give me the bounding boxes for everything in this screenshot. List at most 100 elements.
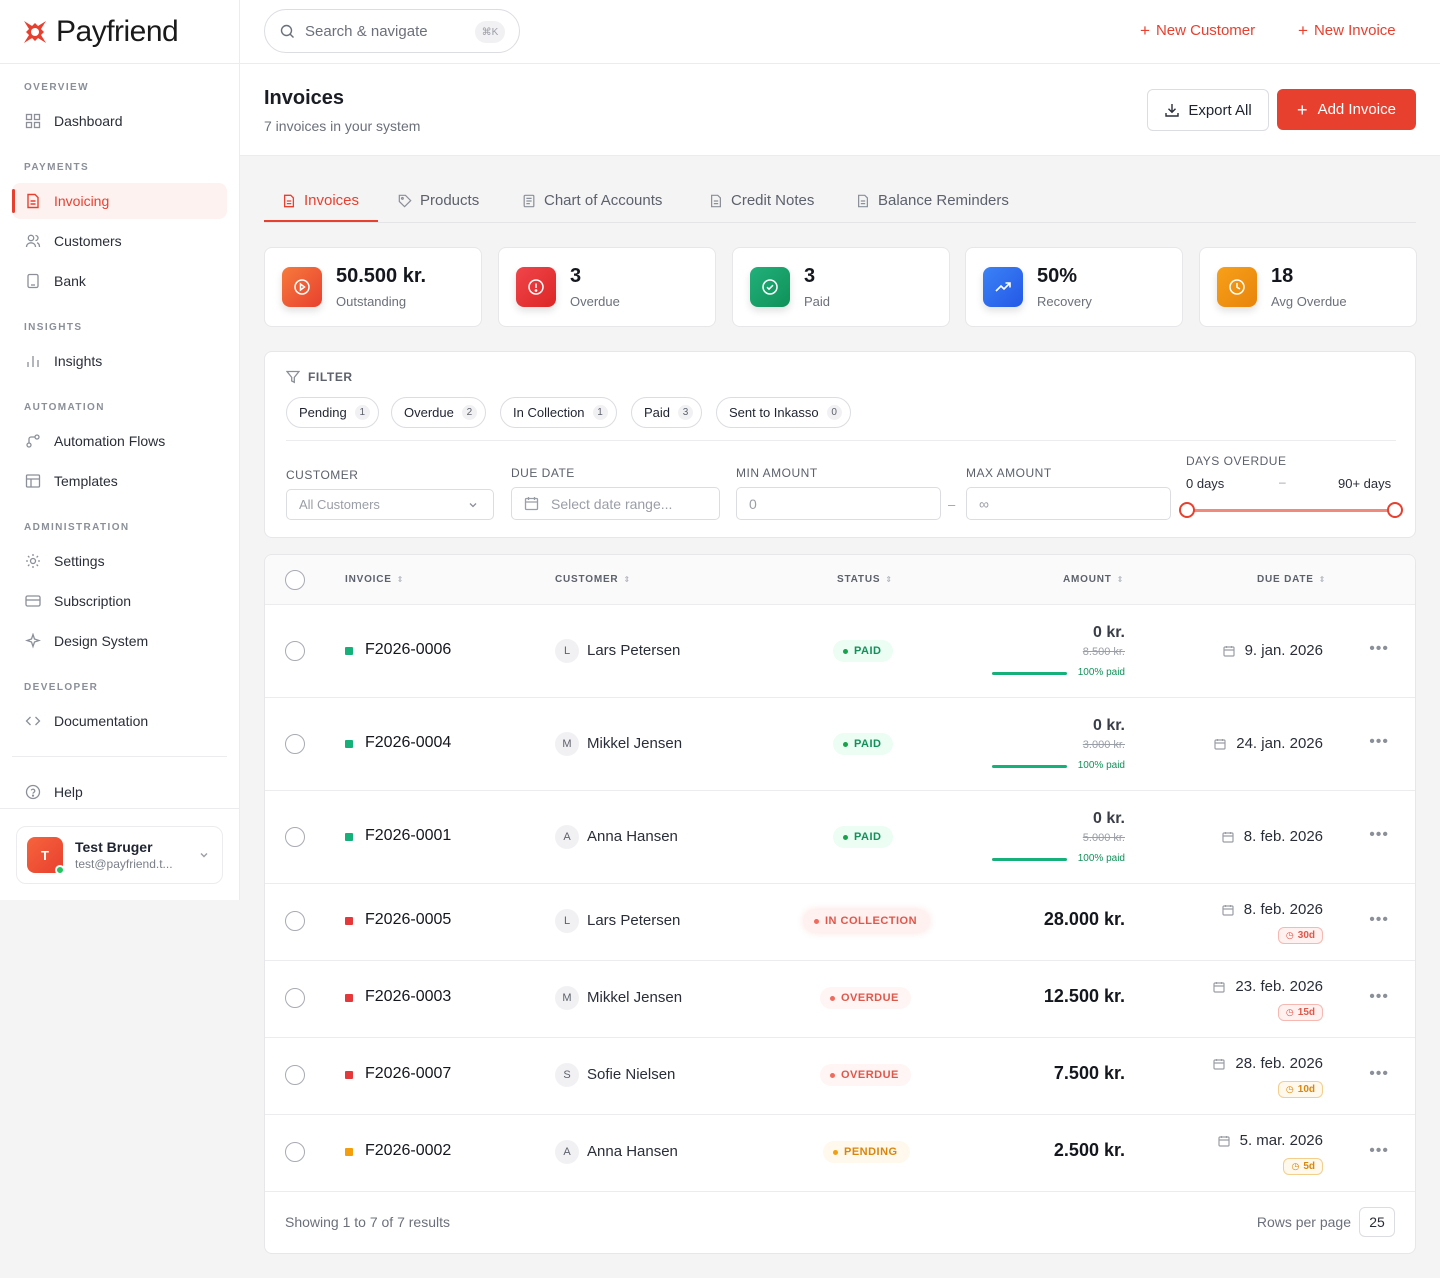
chip-count: 3 bbox=[678, 405, 694, 420]
max-amount-placeholder: ∞ bbox=[979, 495, 989, 512]
invoice-number[interactable]: F2026-0006 bbox=[365, 641, 452, 658]
filter-chip-in-collection[interactable]: In Collection 1 bbox=[500, 397, 617, 428]
page-header: Invoices 7 invoices in your system Expor… bbox=[240, 64, 1440, 156]
invoice-number[interactable]: F2026-0004 bbox=[365, 734, 452, 751]
customer-name[interactable]: Lars Petersen bbox=[587, 912, 681, 929]
rows-per-page-select[interactable]: 25 bbox=[1359, 1207, 1395, 1237]
customer-name[interactable]: Mikkel Jensen bbox=[587, 989, 683, 1006]
table-row[interactable]: F2026-0007 S Sofie Nielsen OVERDUE 7.500… bbox=[265, 1038, 1415, 1115]
row-actions-menu-icon[interactable]: ••• bbox=[1369, 826, 1389, 843]
table-row[interactable]: F2026-0006 L Lars Petersen PAID 0 kr. 8.… bbox=[265, 605, 1415, 698]
add-invoice-button[interactable]: + Add Invoice bbox=[1277, 89, 1416, 130]
row-checkbox[interactable] bbox=[285, 827, 305, 847]
tab-products[interactable]: Products bbox=[398, 192, 479, 209]
customer-name[interactable]: Anna Hansen bbox=[587, 1143, 678, 1160]
column-header-due-date[interactable]: DUE DATE ⇕ bbox=[1257, 574, 1326, 585]
max-amount-input[interactable]: ∞ bbox=[966, 487, 1171, 520]
days-overdue-max-handle[interactable] bbox=[1387, 502, 1403, 518]
new-customer-button[interactable]: + New Customer bbox=[1140, 22, 1255, 39]
sidebar-item-label: Invoicing bbox=[54, 193, 110, 209]
due-date-range-input[interactable]: Select date range... bbox=[511, 487, 720, 520]
file-icon bbox=[282, 194, 296, 208]
due-date-value: 5. mar. 2026 bbox=[1239, 1132, 1323, 1149]
row-actions-menu-icon[interactable]: ••• bbox=[1369, 911, 1389, 928]
invoice-number[interactable]: F2026-0001 bbox=[365, 827, 452, 844]
new-invoice-button[interactable]: + New Invoice bbox=[1298, 22, 1396, 39]
topbar: Search & navigate ⌘K + New Customer + Ne… bbox=[240, 0, 1440, 64]
row-checkbox[interactable] bbox=[285, 1142, 305, 1162]
column-header-customer[interactable]: CUSTOMER ⇕ bbox=[555, 574, 631, 585]
row-checkbox[interactable] bbox=[285, 734, 305, 754]
row-actions-menu-icon[interactable]: ••• bbox=[1369, 1065, 1389, 1082]
plus-icon: + bbox=[1140, 21, 1150, 40]
days-overdue-min-handle[interactable] bbox=[1179, 502, 1195, 518]
tab-credit-notes[interactable]: Credit Notes bbox=[709, 192, 814, 209]
days-overdue-slider-track[interactable] bbox=[1187, 509, 1396, 512]
tab-invoices[interactable]: Invoices bbox=[282, 192, 359, 209]
sidebar-item-settings[interactable]: Settings bbox=[12, 543, 227, 579]
logo[interactable]: Payfriend bbox=[0, 0, 239, 64]
tab-balance-reminders[interactable]: Balance Reminders bbox=[856, 192, 1009, 209]
avatar: T bbox=[27, 837, 65, 875]
table-row[interactable]: F2026-0005 L Lars Petersen IN COLLECTION… bbox=[265, 884, 1415, 961]
export-all-button[interactable]: Export All bbox=[1147, 89, 1269, 131]
invoice-number[interactable]: F2026-0007 bbox=[365, 1065, 452, 1082]
sidebar-item-dashboard[interactable]: Dashboard bbox=[12, 103, 227, 139]
user-menu[interactable]: T Test Bruger test@payfriend.t... bbox=[16, 826, 223, 884]
amount-outstanding: 12.500 kr. bbox=[1043, 986, 1125, 1006]
sidebar-item-insights[interactable]: Insights bbox=[12, 343, 227, 379]
customer-name[interactable]: Anna Hansen bbox=[587, 828, 678, 845]
filter-chip-pending[interactable]: Pending 1 bbox=[286, 397, 379, 428]
invoice-number[interactable]: F2026-0003 bbox=[365, 988, 452, 1005]
column-header-status[interactable]: STATUS ⇕ bbox=[837, 574, 893, 585]
sidebar-item-subscription[interactable]: Subscription bbox=[12, 583, 227, 619]
customer-select[interactable]: All Customers bbox=[286, 489, 494, 520]
search-icon bbox=[280, 24, 295, 39]
column-header-amount[interactable]: AMOUNT ⇕ bbox=[1063, 574, 1124, 585]
sidebar-item-automation-flows[interactable]: Automation Flows bbox=[12, 423, 227, 459]
sidebar-item-invoicing[interactable]: Invoicing bbox=[12, 183, 227, 219]
sidebar-item-bank[interactable]: Bank bbox=[12, 263, 227, 299]
customer-name[interactable]: Mikkel Jensen bbox=[587, 735, 683, 752]
table-row[interactable]: F2026-0001 A Anna Hansen PAID 0 kr. 5.00… bbox=[265, 791, 1415, 884]
row-actions-menu-icon[interactable]: ••• bbox=[1369, 733, 1389, 750]
pagination-summary: Showing 1 to 7 of 7 results bbox=[285, 1214, 450, 1230]
row-actions-menu-icon[interactable]: ••• bbox=[1369, 1142, 1389, 1159]
row-checkbox[interactable] bbox=[285, 1065, 305, 1085]
sidebar-item-templates[interactable]: Templates bbox=[12, 463, 227, 499]
filter-chip-sent-to-inkasso[interactable]: Sent to Inkasso 0 bbox=[716, 397, 851, 428]
row-actions-menu-icon[interactable]: ••• bbox=[1369, 988, 1389, 1005]
min-amount-input[interactable]: 0 bbox=[736, 487, 941, 520]
paid-percentage: 100% paid bbox=[1077, 853, 1125, 864]
clock-icon: ◷ bbox=[1285, 1007, 1294, 1017]
customer-name[interactable]: Lars Petersen bbox=[587, 642, 681, 659]
select-all-checkbox[interactable] bbox=[285, 570, 305, 590]
column-label: DUE DATE bbox=[1257, 574, 1314, 585]
paid-percentage: 100% paid bbox=[1077, 667, 1125, 678]
sidebar-item-documentation[interactable]: Documentation bbox=[12, 703, 227, 739]
sidebar-item-design-system[interactable]: Design System bbox=[12, 623, 227, 659]
due-date: 23. feb. 2026 bbox=[1213, 978, 1323, 995]
sidebar-item-help[interactable]: Help bbox=[12, 774, 227, 810]
table-row[interactable]: F2026-0002 A Anna Hansen PENDING 2.500 k… bbox=[265, 1115, 1415, 1192]
table-row[interactable]: F2026-0003 M Mikkel Jensen OVERDUE 12.50… bbox=[265, 961, 1415, 1038]
filter-chip-paid[interactable]: Paid 3 bbox=[631, 397, 703, 428]
chevron-down-icon bbox=[467, 499, 479, 511]
row-actions-menu-icon[interactable]: ••• bbox=[1369, 640, 1389, 657]
tab-chart-of-accounts[interactable]: Chart of Accounts bbox=[522, 192, 662, 209]
filter-chip-overdue[interactable]: Overdue 2 bbox=[391, 397, 486, 428]
invoice-number[interactable]: F2026-0002 bbox=[365, 1142, 452, 1159]
amount-original: 3.000 kr. bbox=[1082, 739, 1125, 751]
row-checkbox[interactable] bbox=[285, 641, 305, 661]
sidebar-item-customers[interactable]: Customers bbox=[12, 223, 227, 259]
row-checkbox[interactable] bbox=[285, 911, 305, 931]
due-date: 9. jan. 2026 bbox=[1222, 642, 1323, 659]
customer-name[interactable]: Sofie Nielsen bbox=[587, 1066, 676, 1083]
row-checkbox[interactable] bbox=[285, 988, 305, 1008]
table-row[interactable]: F2026-0004 M Mikkel Jensen PAID 0 kr. 3.… bbox=[265, 698, 1415, 791]
help-icon bbox=[25, 784, 41, 800]
search-input[interactable]: Search & navigate ⌘K bbox=[264, 9, 520, 53]
invoice-number[interactable]: F2026-0005 bbox=[365, 911, 452, 928]
column-header-invoice[interactable]: INVOICE ⇕ bbox=[345, 574, 404, 585]
status-badge: IN COLLECTION bbox=[804, 910, 930, 932]
